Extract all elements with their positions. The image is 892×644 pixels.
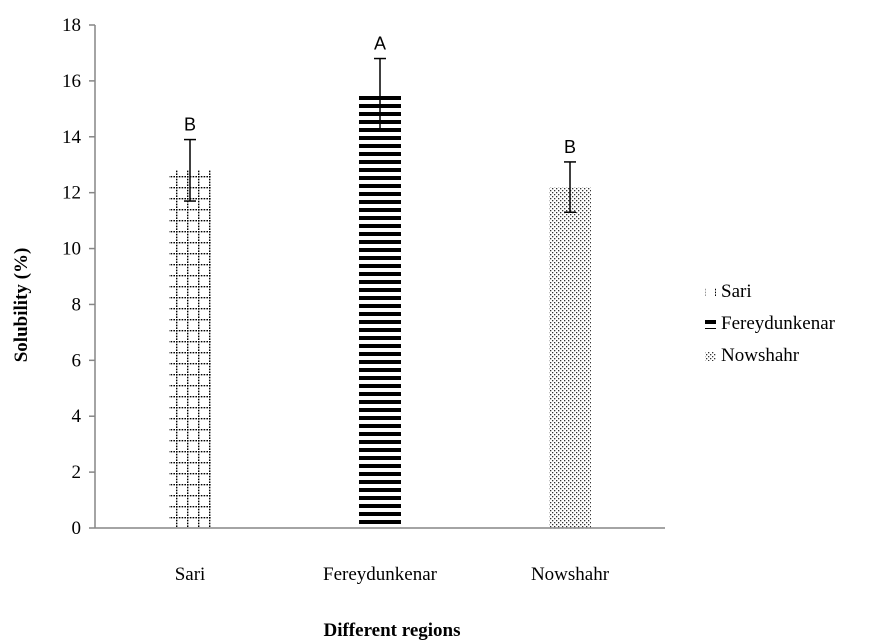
x-axis-title: Different regions xyxy=(323,620,460,641)
legend-swatch xyxy=(705,288,716,297)
bar-sari xyxy=(169,170,211,529)
y-axis-title: Solubility (%) xyxy=(11,248,32,363)
significance-label: B xyxy=(184,115,196,135)
legend-swatch xyxy=(705,320,716,329)
y-tick-label: 10 xyxy=(62,239,81,260)
bars: B A B xyxy=(169,34,591,529)
y-tick-label: 4 xyxy=(72,406,82,427)
x-axis-tick-labels: Sari Fereydunkenar Nowshahr xyxy=(175,564,610,585)
y-tick-label: 12 xyxy=(62,183,81,204)
legend-label: Nowshahr xyxy=(721,345,800,366)
y-tick-label: 18 xyxy=(62,15,81,36)
y-tick-label: 14 xyxy=(62,127,82,148)
x-tick-label: Nowshahr xyxy=(531,564,610,585)
significance-label: A xyxy=(374,34,386,54)
bar-fereydunkenar xyxy=(359,94,401,528)
legend-label: Sari xyxy=(721,281,752,302)
legend-swatch xyxy=(705,352,716,361)
y-tick-label: 0 xyxy=(72,518,82,539)
legend: Sari Fereydunkenar Nowshahr xyxy=(705,281,836,366)
x-tick-label: Sari xyxy=(175,564,206,585)
significance-label: B xyxy=(564,137,576,157)
legend-label: Fereydunkenar xyxy=(721,313,836,334)
y-tick-label: 6 xyxy=(72,350,82,371)
bar-nowshahr xyxy=(549,187,591,529)
x-tick-label: Fereydunkenar xyxy=(323,564,438,585)
y-tick-label: 16 xyxy=(62,71,81,92)
y-tick-label: 2 xyxy=(72,462,82,483)
y-tick-label: 8 xyxy=(72,294,82,315)
y-axis-ticks: 0 2 4 6 8 10 12 14 16 18 xyxy=(62,15,95,539)
